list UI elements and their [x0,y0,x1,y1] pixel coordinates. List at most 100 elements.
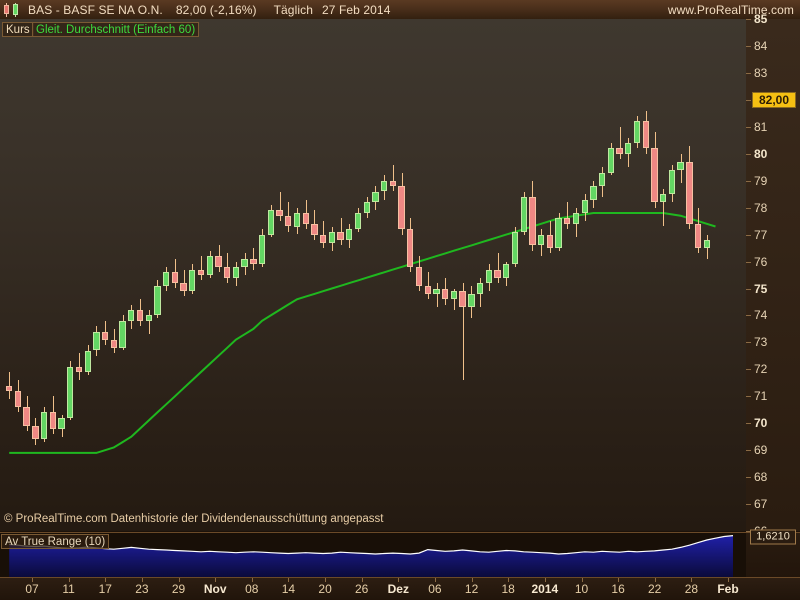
date-axis-tick [728,578,729,582]
price-axis-tick [746,369,751,371]
price-axis-label: 67 [754,497,768,512]
candle-body [660,194,667,203]
price-axis-tick [746,288,751,290]
candle-body [442,288,449,300]
price-axis[interactable]: 85848381807978777675747372717069686766 8… [746,12,800,538]
price-axis-label: 75 [754,281,768,296]
atr-indicator-pane[interactable] [0,532,747,578]
candle-body [642,121,649,149]
candle-body [58,417,65,429]
candle-body [40,412,48,440]
price-axis-tick [746,180,751,182]
atr-value-badge: 1,6210 [750,529,796,545]
date-axis-tick [215,578,217,582]
candle-body [468,293,475,308]
candle-wick [79,353,80,380]
candle-body [215,256,222,267]
candle-body [6,385,13,391]
candle-body [93,331,100,351]
price-axis-tick [746,450,751,452]
price-axis-label: 68 [754,470,768,485]
price-axis-tick [746,342,751,344]
price-axis-label: 80 [754,146,768,161]
price-axis-tick [746,153,751,155]
date-axis-label: 10 [574,582,589,596]
candle-body [311,223,318,235]
candle-body [572,213,580,224]
candle-body [197,269,205,275]
price-chart-pane[interactable] [0,19,747,531]
candle-body [49,412,56,429]
date-axis-tick [544,578,546,582]
date-axis-label: 18 [501,582,515,596]
candle-body [372,191,379,203]
candle-body [75,366,83,372]
candle-body [407,229,414,267]
candle-body [503,264,510,278]
date-axis-tick [471,578,473,582]
legend-price[interactable]: Kurs [2,22,34,37]
candle-body [389,180,397,187]
date-axis-tick [508,578,510,582]
price-axis-tick [746,234,751,236]
candle-body [677,161,684,170]
date-axis-label: 26 [355,582,369,596]
candle-body [206,256,213,275]
price-axis-label: 81 [754,119,768,134]
candle-body [633,121,641,143]
atr-axis[interactable]: 1,6210 [746,529,800,578]
candle-body [555,218,562,248]
candle-body [529,196,536,246]
candle-body [599,172,606,187]
price-axis-label: 73 [754,335,768,350]
legend-atr[interactable]: Av True Range (10) [1,534,110,549]
date-axis-tick [141,578,143,582]
legend-moving-average-label: Gleit. Durchschnitt (Einfach 60) [36,23,196,36]
candle-body [433,288,440,294]
candle-body [398,186,405,230]
date-axis-label: Dez [387,582,409,596]
price-axis-tick [746,207,751,209]
candle-body [537,234,545,246]
candle-wick [340,218,342,246]
candle-body [293,213,301,227]
date-axis-label: 23 [135,582,149,596]
candle-body [616,148,623,154]
candle-body [276,210,283,216]
candle-body [346,229,353,240]
date-axis-label: 20 [318,582,332,596]
candle-body [232,266,240,278]
brand-link[interactable]: www.ProRealTime.com [667,2,794,17]
atr-area-fill [9,535,733,578]
candle-wick [201,256,202,281]
price-axis-tick [746,504,751,506]
candle-body [302,213,309,224]
moving-average-line [9,212,716,454]
date-axis[interactable]: 07 11 17 23 29 Nov 08 14 20 26 Dez 06 12 18 2014 10 16 22… [0,577,800,600]
candlestick-logo-icon [4,2,21,17]
candle-body [694,223,702,249]
candle-wick [462,283,464,381]
price-axis-label: 72 [754,362,768,377]
price-axis-label: 84 [754,38,768,53]
candle-body [476,283,484,294]
candle-body [546,234,553,249]
candle-body [23,407,30,426]
candle-body [450,291,458,300]
price-axis-tick [746,99,751,101]
date-axis-tick [434,578,436,582]
candle-wick [427,272,429,300]
candle-body [32,425,39,440]
legend-moving-average[interactable]: Gleit. Durchschnitt (Einfach 60) [32,22,200,37]
candle-body [415,266,423,286]
date-axis-tick [251,578,253,582]
timeframe-label: Täglich [273,2,313,17]
chart-date: 27 Feb 2014 [321,2,391,17]
candle-body [381,180,388,192]
date-axis-label: 07 [25,582,39,596]
price-axis-label: 69 [754,443,768,458]
candle-wick [663,188,665,227]
date-axis-tick [105,578,107,582]
price-axis-label: 83 [754,65,768,80]
price-axis-label: 78 [754,200,768,215]
